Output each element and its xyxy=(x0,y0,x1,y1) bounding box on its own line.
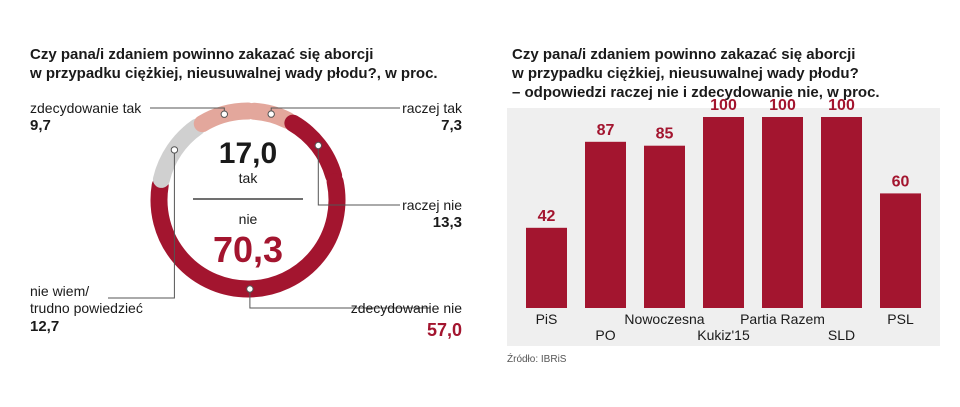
bar-category-sld: SLD xyxy=(828,327,855,343)
bar-value-kukiz-15: 100 xyxy=(710,97,737,114)
bar-partia-razem xyxy=(762,117,803,308)
bar-sld xyxy=(821,117,862,308)
value-raczej-nie: 13,3 xyxy=(433,214,462,231)
value-zdecydowanie-nie: 57,0 xyxy=(427,320,462,340)
center-tak-value: 17,0 xyxy=(219,137,277,170)
bar-pis xyxy=(526,227,567,308)
bar-value-nowoczesna: 85 xyxy=(656,126,674,143)
value-nie-wiem: 12,7 xyxy=(30,318,59,335)
bar-category-psl: PSL xyxy=(887,311,914,327)
center-nie-value: 70,3 xyxy=(213,229,283,270)
bar-category-partia-razem: Partia Razem xyxy=(740,311,825,327)
label-raczej-nie: raczej nie xyxy=(402,197,462,213)
donut-chart-panel: Czy pana/i zdaniem powinno zakazać się a… xyxy=(29,46,463,340)
slice-marker-raczej-nie xyxy=(314,141,322,150)
bar-psl xyxy=(880,193,921,308)
bar-value-sld: 100 xyxy=(828,97,855,114)
slice-marker-raczej-tak xyxy=(267,110,275,118)
bar-value-partia-razem: 100 xyxy=(769,97,796,114)
label-zdecydowanie-tak: zdecydowanie tak xyxy=(30,100,142,116)
bar-nowoczesna xyxy=(644,145,685,308)
slice-marker-nie-wiem xyxy=(170,146,179,154)
leader-line-nie-wiem xyxy=(108,149,175,299)
donut-title-line-1: Czy pana/i zdaniem powinno zakazać się a… xyxy=(30,46,373,63)
donut-title-line-2: w przypadku ciężkiej, nieusuwalnej wady … xyxy=(29,65,438,82)
bar-value-po: 87 xyxy=(597,122,615,139)
slice-marker-zdecydowanie-tak xyxy=(220,110,229,118)
bar-category-nowoczesna: Nowoczesna xyxy=(624,311,704,327)
leader-line-zdecydowanie-nie xyxy=(249,289,430,309)
label-nie-wiem-line-1: nie wiem/ xyxy=(30,283,89,299)
label-zdecydowanie-nie: zdecydowanie nie xyxy=(351,300,463,316)
center-tak-label: tak xyxy=(239,170,259,186)
bar-category-kukiz-15: Kukiz'15 xyxy=(697,327,750,343)
bar-title-line-3: – odpowiedzi raczej nie i zdecydowanie n… xyxy=(512,84,880,101)
label-nie-wiem-line-2: trudno powiedzieć xyxy=(30,300,143,316)
bar-kukiz-15 xyxy=(703,117,744,308)
bar-value-pis: 42 xyxy=(538,208,556,225)
bar-category-pis: PiS xyxy=(536,311,558,327)
bars: 42 PiS 87 PO 85 Nowoczesna 100 Kukiz'15 100 Parti… xyxy=(526,97,921,343)
donut-slice-nie-wiem xyxy=(152,118,206,188)
bar-title-line-2: w przypadku ciężkiej, nieusuwalnej wady … xyxy=(511,65,859,82)
value-zdecydowanie-tak: 9,7 xyxy=(30,117,51,134)
leader-line-raczej-nie xyxy=(317,145,400,206)
source-note: Źródło: IBRiS xyxy=(507,352,567,365)
bar-title-line-1: Czy pana/i zdaniem powinno zakazać się a… xyxy=(512,46,855,63)
donut-slice-raczej-nie xyxy=(284,114,343,185)
bar-value-psl: 60 xyxy=(892,173,910,190)
slice-marker-zdecydowanie-nie xyxy=(246,285,254,293)
label-raczej-tak: raczej tak xyxy=(402,100,463,116)
bar-category-po: PO xyxy=(595,327,615,343)
center-nie-label: nie xyxy=(239,211,258,227)
bar-po xyxy=(585,141,626,308)
donut-leader-lines xyxy=(108,107,430,309)
bar-chart-panel: Czy pana/i zdaniem powinno zakazać się a… xyxy=(507,46,940,365)
value-raczej-tak: 7,3 xyxy=(441,117,462,134)
